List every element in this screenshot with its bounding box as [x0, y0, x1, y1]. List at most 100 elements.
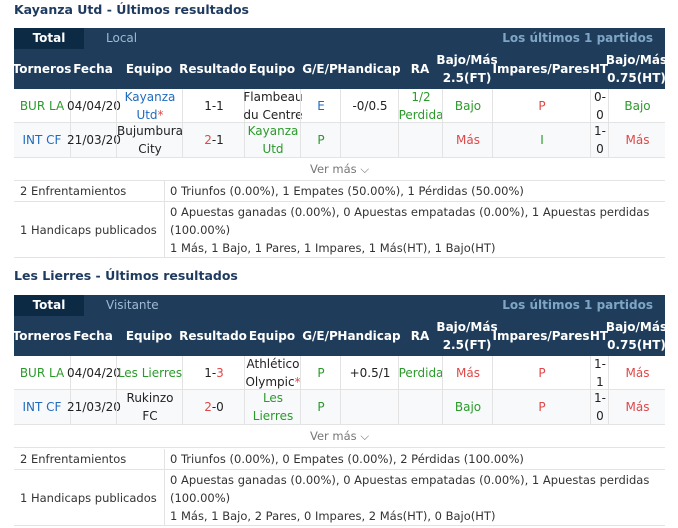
handicaps-text-1: 0 Apuestas ganadas (0.00%), 0 Apuestas e… — [170, 472, 650, 487]
home-team-name: Kayanza Utd — [124, 89, 176, 122]
match-score[interactable]: 1-3 — [182, 356, 245, 389]
home-team-link[interactable]: Rukinzo FC — [116, 390, 183, 424]
score-home: 1 — [204, 365, 212, 380]
col-equipo-home: Equipo — [125, 329, 173, 343]
col-torneos: Torneros — [12, 329, 72, 343]
col-ht: HT — [589, 329, 609, 343]
handicaps-text-2: (100.00%) — [170, 222, 231, 237]
handicap-value — [340, 390, 399, 424]
col-equipo-home: Equipo — [125, 62, 173, 76]
score-away: 1 — [216, 98, 224, 113]
ra-result — [398, 390, 443, 424]
enfrentamientos-text: 0 Triunfos (0.00%), 0 Empates (0.00%), 2… — [170, 452, 524, 466]
enfrentamientos-label: 2 Enfrentamientos — [20, 452, 127, 466]
score-away: 1 — [216, 133, 224, 147]
chevron-down-icon: ⌵ — [360, 429, 370, 443]
away-team-link[interactable]: Kayanza Utd — [244, 123, 301, 157]
col-bajo-mas-ht: Bajo/Más 0.75(HT) — [605, 320, 668, 352]
col-torneos: Torneros — [12, 62, 72, 76]
col-fecha: Fecha — [73, 329, 113, 343]
league-link[interactable]: INT CF — [22, 400, 62, 414]
enfrentamientos-text: 0 Triunfos (0.00%), 1 Empates (50.00%), … — [170, 184, 524, 198]
tab-total[interactable]: Total — [14, 295, 84, 316]
gep-result: P — [300, 356, 341, 389]
col-ht: HT — [589, 62, 609, 76]
col-impares-pares: Impares/Pares — [492, 329, 590, 343]
col-gep: G/E/P — [302, 62, 338, 76]
impares-pares: P — [492, 356, 591, 389]
table-header: Torneros Fecha Equipo Resultado Equipo G… — [12, 316, 668, 356]
col-fecha: Fecha — [73, 62, 113, 76]
section-title: Kayanza Utd - Últimos resultados — [14, 2, 249, 17]
col-handicap: Handicap — [337, 62, 401, 76]
enfrentamientos-summary: 2 Enfrentamientos 0 Triunfos (0.00%), 0 … — [14, 449, 665, 470]
table-row: INT CF 21/03/20 Bujumbura City 2-1 Kayan… — [14, 123, 665, 158]
tab-bar: Total Visitante Los últimos 1 partidos — [14, 295, 665, 316]
away-team-link[interactable]: Athlético Olympic* — [244, 356, 301, 389]
col-handicap: Handicap — [337, 329, 401, 343]
ver-mas-label: Ver más — [309, 162, 357, 176]
tab-total[interactable]: Total — [14, 28, 84, 49]
table-row: INT CF 21/03/20 Rukinzo FC 2-0 Les Lierr… — [14, 390, 665, 425]
home-team-link[interactable]: Bujumbura City — [116, 123, 183, 157]
match-date: 04/04/20 — [67, 89, 121, 122]
impares-pares: P — [492, 390, 591, 424]
score-home: 2 — [204, 133, 212, 147]
away-marker: * — [294, 374, 301, 389]
handicaps-text-1: 0 Apuestas ganadas (0.00%), 0 Apuestas e… — [170, 204, 650, 219]
tab-visitante[interactable]: Visitante — [106, 298, 159, 312]
ht-score: 0-0 — [590, 89, 609, 122]
table-header: Torneros Fecha Equipo Resultado Equipo G… — [12, 49, 668, 89]
bajo-mas-ft: Bajo — [442, 390, 493, 424]
col-bajo-mas-ht: Bajo/Más 0.75(HT) — [605, 53, 668, 85]
ra-result — [398, 123, 443, 157]
tab-local[interactable]: Local — [106, 31, 138, 45]
impares-pares: I — [492, 123, 591, 157]
col-gep: G/E/P — [302, 329, 338, 343]
handicaps-label: 1 Handicaps publicados — [20, 490, 157, 505]
enfrentamientos-label: 2 Enfrentamientos — [20, 184, 127, 198]
match-score[interactable]: 2-0 — [182, 390, 245, 424]
col-equipo-away: Equipo — [248, 329, 296, 343]
ver-mas-link[interactable]: Ver más ⌵ — [14, 425, 665, 448]
home-team-link[interactable]: Les Lierres — [116, 356, 183, 389]
bajo-mas-ht: Más — [608, 123, 666, 157]
league-link[interactable]: INT CF — [22, 133, 62, 147]
match-date: 21/03/20 — [67, 123, 121, 157]
matches-count-selector[interactable]: Los últimos 1 partidos — [502, 31, 653, 45]
matches-count-selector[interactable]: Los últimos 1 partidos — [502, 298, 653, 312]
match-score[interactable]: 1-1 — [182, 89, 245, 122]
tab-bar: Total Local Los últimos 1 partidos — [14, 28, 665, 49]
match-date: 21/03/20 — [67, 390, 121, 424]
ra-result: Perdida — [398, 356, 443, 389]
col-ra: RA — [410, 329, 430, 343]
score-away: 3 — [216, 365, 224, 380]
home-marker: * — [157, 107, 164, 122]
match-score[interactable]: 2-1 — [182, 123, 245, 157]
section-title: Les Lierres - Últimos resultados — [14, 268, 238, 283]
handicap-value: -0/0.5 — [340, 89, 399, 122]
handicaps-text-3: 1 Más, 1 Bajo, 2 Pares, 0 Impares, 2 Más… — [170, 508, 496, 523]
match-date: 04/04/20 — [67, 356, 121, 389]
bajo-mas-ht: Más — [608, 356, 666, 389]
chevron-down-icon: ⌵ — [360, 162, 370, 176]
bajo-mas-ft: Bajo — [442, 89, 493, 122]
table-row: BUR LA 04/04/20 Les Lierres 1-3 Athlétic… — [14, 356, 665, 390]
ver-mas-link[interactable]: Ver más ⌵ — [14, 158, 665, 181]
ver-mas-label: Ver más — [309, 429, 357, 443]
bajo-mas-ht: Bajo — [608, 89, 666, 122]
handicaps-summary: 1 Handicaps publicados 0 Apuestas ganada… — [14, 470, 665, 526]
gep-result: P — [300, 123, 341, 157]
home-team-link[interactable]: Kayanza Utd* — [116, 89, 183, 122]
gep-result: P — [300, 390, 341, 424]
away-team-link[interactable]: Flambeau du Centre — [243, 89, 303, 122]
col-resultado: Resultado — [179, 329, 247, 343]
ht-score: 1-1 — [590, 356, 609, 389]
league-link[interactable]: BUR LA — [19, 98, 65, 113]
col-bajo-mas-ft: Bajo/Más 2.5(FT) — [436, 53, 498, 85]
handicaps-text-2: (100.00%) — [170, 490, 231, 505]
col-equipo-away: Equipo — [248, 62, 296, 76]
table-row: BUR LA 04/04/20 Kayanza Utd* 1-1 Flambea… — [14, 89, 665, 123]
league-link[interactable]: BUR LA — [19, 365, 65, 380]
away-team-link[interactable]: Les Lierres — [244, 390, 301, 424]
